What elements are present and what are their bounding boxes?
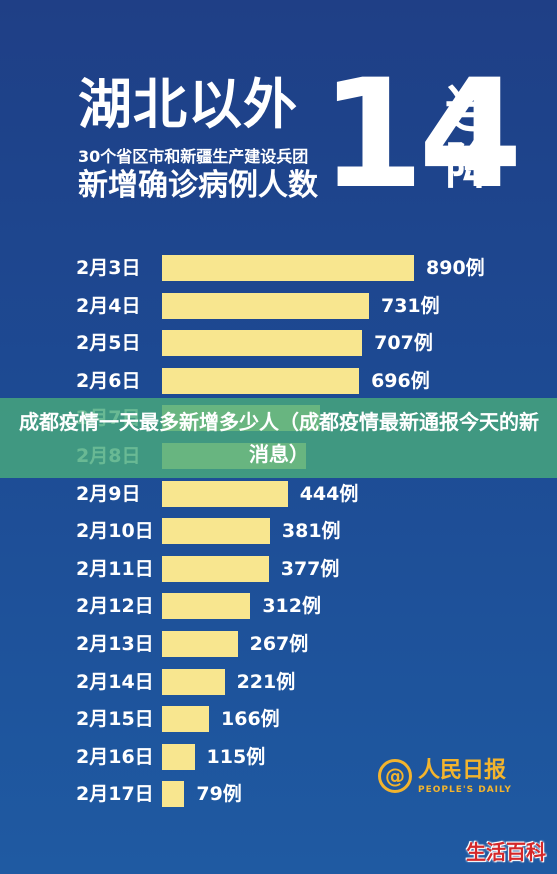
bar-row: 2月6日 696例 <box>0 367 557 394</box>
category-label: 2月10日 <box>76 520 154 543</box>
category-label: 2月9日 <box>76 482 141 505</box>
title-subtitle: 30个省区市和新疆生产建设兵团 <box>78 147 309 166</box>
category-label: 2月16日 <box>76 745 154 768</box>
value-label: 890例 <box>426 257 485 279</box>
bar-row: 2月15日 166例 <box>0 706 557 733</box>
bar <box>162 518 270 545</box>
bar-row: 2月5日 707例 <box>0 330 557 357</box>
logo-chinese-name: 人民日报 <box>418 757 507 783</box>
overlay-title[interactable]: 成都疫情一天最多新增多少人（成都疫情最新通报今天的新消息） <box>19 410 539 466</box>
title-metric: 新增确诊病例人数 <box>78 168 318 203</box>
bar-row: 2月3日 890例 <box>0 255 557 281</box>
bar-row: 2月16日 115例 <box>0 743 557 770</box>
bar-row: 2月4日 731例 <box>0 292 557 319</box>
value-label: 166例 <box>221 708 280 731</box>
big-number: 14 <box>320 48 523 222</box>
bar <box>162 593 251 620</box>
title-main: 湖北以外 <box>78 73 298 136</box>
vertical-text: 连降 <box>445 81 495 195</box>
bar <box>162 367 360 394</box>
value-label: 312例 <box>262 595 321 618</box>
category-label: 2月11日 <box>76 557 154 580</box>
value-label: 377例 <box>280 557 340 580</box>
category-label: 2月17日 <box>76 783 154 806</box>
category-label: 2月3日 <box>76 257 141 279</box>
category-label: 2月12日 <box>76 595 154 618</box>
at-sign-icon: @ <box>378 759 412 793</box>
bar <box>162 255 414 281</box>
bar-row: 2月9日 444例 <box>0 480 557 507</box>
bar-row: 2月10日 381例 <box>0 518 557 545</box>
category-label: 2月5日 <box>76 332 141 355</box>
value-label: 115例 <box>206 745 266 768</box>
bar <box>162 330 363 357</box>
value-label: 79例 <box>196 783 242 806</box>
bar-row: 2月13日 267例 <box>0 631 557 657</box>
value-label: 221例 <box>236 670 296 693</box>
bar-row: 2月17日 79例 <box>0 781 557 808</box>
category-label: 2月13日 <box>76 633 154 655</box>
category-label: 2月15日 <box>76 708 154 731</box>
value-label: 731例 <box>380 294 440 317</box>
bar <box>162 292 369 319</box>
category-label: 2月4日 <box>76 294 141 317</box>
category-label: 2月6日 <box>76 369 141 392</box>
bar <box>162 781 185 808</box>
value-label: 381例 <box>281 520 341 543</box>
bar <box>162 631 238 657</box>
category-label: 2月14日 <box>76 670 154 693</box>
peoples-daily-logo: @ 人民日报 PEOPLE'S DAILY <box>378 755 528 805</box>
value-label: 696例 <box>371 369 430 392</box>
bar <box>162 743 195 770</box>
value-label: 267例 <box>249 633 309 655</box>
bar <box>162 480 288 507</box>
bar-row: 2月14日 221例 <box>0 668 557 695</box>
bar <box>162 668 225 695</box>
value-label: 707例 <box>374 332 433 355</box>
bar-row: 2月12日 312例 <box>0 593 557 620</box>
bar <box>162 555 269 582</box>
bar <box>162 706 209 733</box>
value-label: 444例 <box>299 482 359 505</box>
bar-row: 2月11日 377例 <box>0 555 557 582</box>
logo-english-name: PEOPLE'S DAILY <box>418 785 512 795</box>
overlay-banner[interactable]: 成都疫情一天最多新增多少人（成都疫情最新通报今天的新消息） <box>0 398 557 478</box>
watermark: 生活百科 <box>466 840 546 864</box>
